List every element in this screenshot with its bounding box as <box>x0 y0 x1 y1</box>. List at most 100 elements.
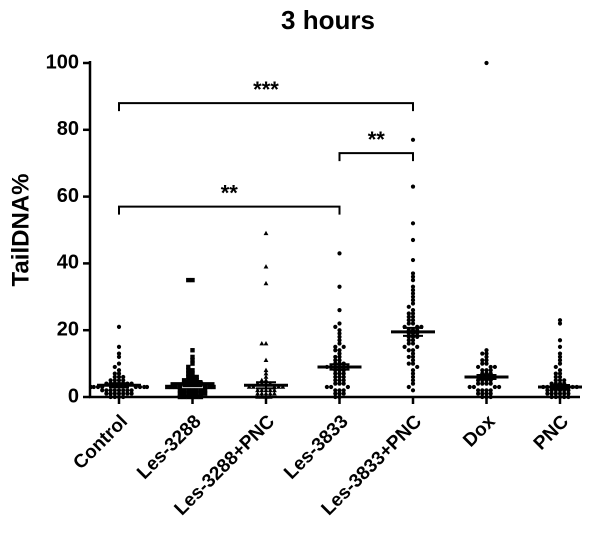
data-point <box>492 364 497 370</box>
data-point <box>488 391 493 396</box>
data-point <box>108 378 113 383</box>
data-point <box>557 394 563 400</box>
x-tick-label: Dox <box>459 411 500 452</box>
data-point <box>545 388 550 393</box>
data-point <box>121 391 126 396</box>
data-point <box>337 308 342 313</box>
data-point <box>410 371 416 376</box>
data-point <box>557 371 563 376</box>
data-point <box>259 391 265 396</box>
data-point <box>333 358 338 363</box>
data-point <box>410 257 416 263</box>
data-point <box>415 344 420 349</box>
data-point <box>116 351 122 356</box>
data-point <box>562 378 567 383</box>
data-point <box>410 338 416 343</box>
data-point <box>410 321 416 326</box>
data-point <box>410 137 416 142</box>
data-point <box>112 391 117 396</box>
data-point <box>341 374 346 380</box>
data-point <box>410 318 416 323</box>
data-point <box>410 184 416 189</box>
data-point <box>333 348 338 353</box>
data-point <box>553 374 558 380</box>
data-point <box>333 371 338 376</box>
data-point <box>121 378 126 383</box>
data-point <box>263 374 269 379</box>
data-point <box>259 394 265 399</box>
data-point <box>324 384 329 390</box>
data-point <box>116 354 122 360</box>
data-point <box>177 394 183 400</box>
data-point <box>410 284 416 289</box>
data-point <box>488 394 493 400</box>
data-point <box>267 391 273 396</box>
data-point <box>484 351 489 356</box>
data-point <box>341 378 346 383</box>
data-point <box>337 388 342 393</box>
data-point <box>125 391 130 396</box>
data-point <box>410 351 416 356</box>
data-point <box>165 384 170 390</box>
data-point <box>406 318 411 323</box>
data-point <box>410 308 416 313</box>
data-point <box>557 391 563 396</box>
significance-label: *** <box>253 77 279 102</box>
y-tick-label: 60 <box>57 185 79 207</box>
data-point <box>553 371 558 376</box>
data-point <box>121 388 126 393</box>
data-point <box>410 314 416 319</box>
data-point <box>108 391 113 396</box>
data-point <box>337 351 342 356</box>
data-point <box>484 361 489 366</box>
data-point <box>333 354 338 360</box>
data-point <box>410 358 416 363</box>
y-tick-label: 100 <box>46 51 79 73</box>
data-point <box>549 394 554 400</box>
data-point <box>267 394 273 399</box>
data-point <box>406 384 411 390</box>
data-point <box>190 391 195 396</box>
data-point <box>333 374 338 380</box>
data-point <box>488 381 493 386</box>
data-point <box>116 391 122 396</box>
data-point <box>173 384 178 390</box>
data-point <box>410 388 416 393</box>
data-point <box>104 391 109 396</box>
data-point <box>484 368 489 373</box>
data-point <box>557 361 563 366</box>
data-point <box>337 348 342 353</box>
data-point <box>116 394 122 400</box>
data-point <box>255 391 260 396</box>
data-point <box>337 378 342 383</box>
data-point <box>181 391 187 396</box>
data-point <box>267 387 273 393</box>
data-point <box>410 294 416 299</box>
data-point <box>272 387 277 393</box>
data-point <box>263 371 269 376</box>
data-point <box>190 361 195 366</box>
data-point <box>410 298 416 303</box>
data-point <box>329 384 334 390</box>
data-point <box>108 394 113 400</box>
data-point <box>557 358 563 363</box>
data-point <box>341 381 346 386</box>
data-point <box>406 361 411 366</box>
data-point <box>406 341 411 346</box>
data-point <box>181 394 187 400</box>
data-point <box>337 341 342 346</box>
data-point <box>337 251 342 256</box>
data-point <box>406 311 411 316</box>
data-point <box>484 381 489 386</box>
data-point <box>557 368 563 373</box>
data-point <box>337 374 342 380</box>
y-axis-label: TailDNA% <box>7 174 34 287</box>
data-point <box>410 354 416 360</box>
data-point <box>116 374 122 380</box>
data-point <box>129 391 134 396</box>
data-point <box>467 384 472 390</box>
data-point <box>492 384 497 390</box>
significance-label: ** <box>368 127 386 152</box>
data-point <box>259 387 265 393</box>
data-point <box>545 391 550 396</box>
